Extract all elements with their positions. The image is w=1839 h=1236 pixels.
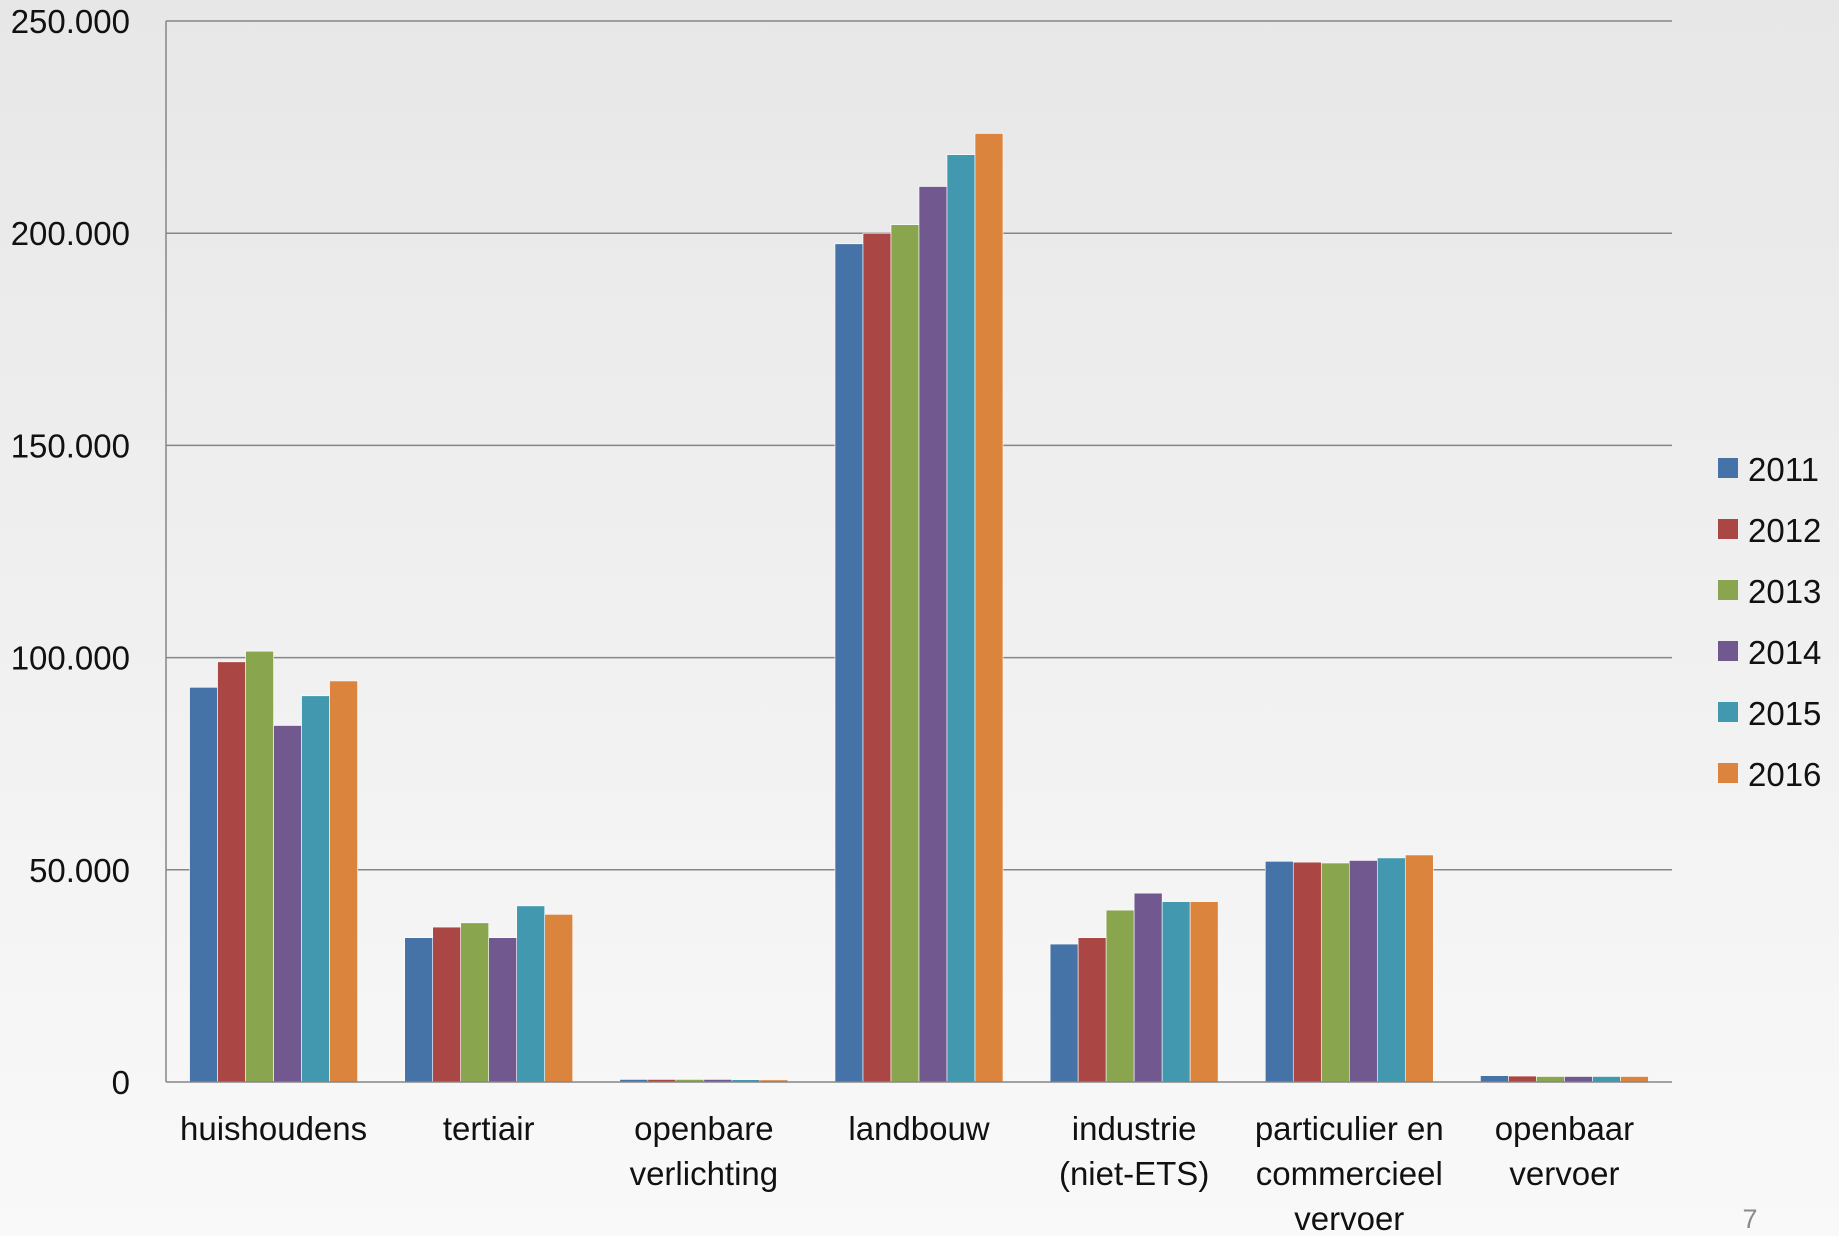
legend-label: 2013 (1748, 573, 1821, 610)
bar-2013-3 (890, 224, 920, 1083)
bar-2016-5 (1404, 854, 1434, 1083)
legend-swatch-2013 (1718, 580, 1738, 600)
category-label-line: vervoer (1509, 1155, 1619, 1192)
bar-2014-3 (918, 186, 948, 1083)
bar-2012-3 (862, 232, 892, 1083)
bar-2016-4 (1189, 901, 1219, 1083)
category-label: particulier en commercieel vervoer (1255, 1110, 1444, 1236)
legend-swatch-2011 (1718, 458, 1738, 478)
bar-2011-6 (1480, 1075, 1509, 1083)
legend-label: 2016 (1748, 756, 1821, 793)
bar-2012-1 (432, 926, 462, 1083)
legend-label: 2012 (1748, 512, 1821, 549)
y-tick-label: 200.000 (11, 215, 130, 252)
category-label-line: industrie (1072, 1110, 1197, 1147)
bar-2012-0 (217, 661, 246, 1083)
bar-2013-1 (460, 922, 490, 1083)
y-axis-tick-labels: 0 50.000 100.000 150.000 200.000 250.000 (11, 3, 130, 1101)
bar-2011-4 (1049, 943, 1079, 1083)
bar-2015-6 (1592, 1076, 1621, 1083)
bar-2016-0 (329, 680, 358, 1083)
x-axis-category-labels: huishoudens tertiair openbare verlichting la… (180, 1110, 1634, 1236)
bar-2014-1 (488, 937, 518, 1083)
bar-2015-1 (516, 905, 546, 1083)
legend-swatch-2015 (1718, 702, 1738, 722)
bar-2012-5 (1292, 861, 1322, 1083)
legend: 2011 2012 2013 2014 2015 2016 (1718, 451, 1821, 793)
bar-2014-4 (1133, 892, 1163, 1083)
category-label: openbaar vervoer (1495, 1110, 1634, 1192)
bar-2014-0 (273, 725, 302, 1083)
category-label-line: vervoer (1294, 1200, 1404, 1236)
bar-2011-0 (189, 687, 218, 1083)
legend-swatch-2016 (1718, 763, 1738, 783)
bar-2011-3 (834, 243, 864, 1083)
y-tick-label: 150.000 (11, 427, 130, 464)
category-label: huishoudens (180, 1110, 367, 1147)
bar-2016-1 (544, 914, 574, 1083)
bars (189, 133, 1649, 1083)
legend-swatch-2012 (1718, 519, 1738, 539)
bar-2013-0 (245, 650, 274, 1083)
category-label-line: huishoudens (180, 1110, 367, 1147)
legend-label: 2015 (1748, 695, 1821, 732)
bar-2014-6 (1564, 1076, 1593, 1083)
bar-2015-3 (946, 154, 976, 1083)
bar-2011-1 (404, 937, 434, 1083)
bar-2016-6 (1620, 1076, 1649, 1083)
legend-label: 2014 (1748, 634, 1821, 671)
bar-2016-3 (974, 133, 1004, 1083)
legend-label: 2011 (1748, 451, 1819, 488)
bar-2015-5 (1376, 857, 1406, 1083)
bar-2013-6 (1536, 1076, 1565, 1083)
category-label-line: landbouw (848, 1110, 989, 1147)
bar-2012-6 (1508, 1075, 1537, 1083)
category-label-line: openbaar (1495, 1110, 1634, 1147)
y-tick-label: 250.000 (11, 3, 130, 40)
y-tick-label: 0 (112, 1064, 130, 1101)
bar-2015-0 (301, 695, 330, 1083)
category-label-line: (niet-ETS) (1059, 1155, 1209, 1192)
bar-2014-5 (1348, 860, 1378, 1083)
y-tick-label: 100.000 (11, 640, 130, 677)
legend-swatch-2014 (1718, 641, 1738, 661)
page-number: 7 (1742, 1204, 1757, 1234)
bar-2012-4 (1077, 937, 1107, 1083)
bar-2011-5 (1264, 861, 1294, 1083)
category-label: industrie (niet-ETS) (1059, 1110, 1209, 1192)
category-label: openbare verlichting (630, 1110, 779, 1192)
category-label-line: commercieel (1256, 1155, 1443, 1192)
y-tick-label: 50.000 (29, 852, 130, 889)
category-label-line: openbare (634, 1110, 773, 1147)
category-label: tertiair (443, 1110, 535, 1147)
bar-2015-4 (1161, 901, 1191, 1083)
category-label: landbouw (848, 1110, 989, 1147)
axes (165, 21, 1672, 1083)
category-label-line: particulier en (1255, 1110, 1444, 1147)
category-label-line: verlichting (630, 1155, 779, 1192)
bar-2013-5 (1320, 862, 1350, 1083)
category-label-line: tertiair (443, 1110, 535, 1147)
bar-2013-4 (1105, 909, 1135, 1083)
